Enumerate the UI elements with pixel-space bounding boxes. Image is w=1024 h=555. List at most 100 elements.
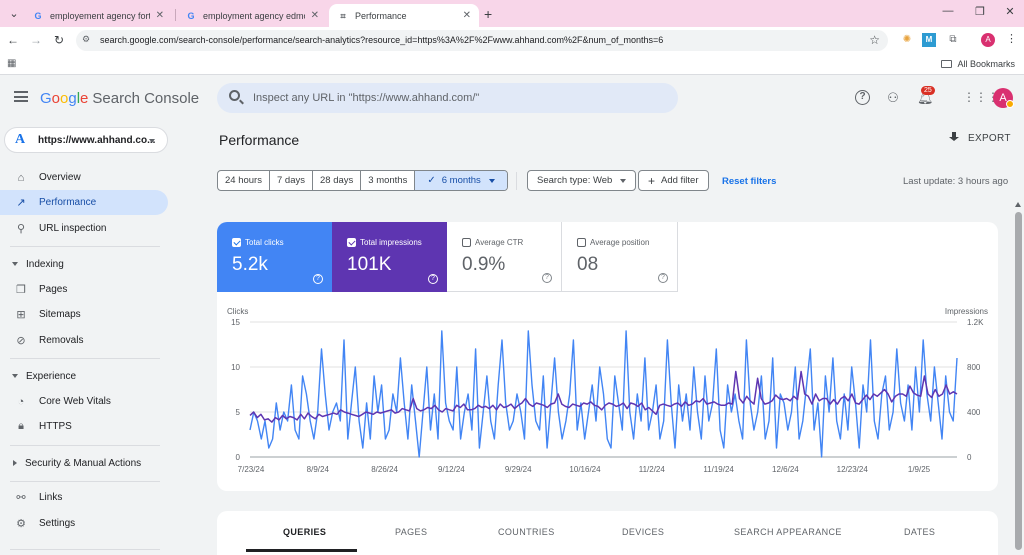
x-tick-label: 11/19/24 [703, 465, 734, 474]
page-title: Performance [219, 132, 300, 148]
main-menu-icon[interactable] [14, 91, 28, 102]
export-label: EXPORT [968, 132, 1011, 144]
close-tab-icon[interactable]: ✕ [155, 10, 164, 21]
extensions-puzzle-icon[interactable]: ⧉ [949, 34, 957, 45]
apps-grid-icon[interactable]: ▦ [7, 58, 17, 69]
gear-icon: ⚙ [16, 518, 26, 530]
property-selector[interactable]: A https://www.ahhand.co... [4, 127, 168, 153]
restore-icon[interactable]: ❐ [975, 6, 985, 18]
scrollbar-thumb[interactable] [1015, 212, 1022, 550]
add-filter-button[interactable]: + Add filter [638, 170, 709, 191]
tab-dates[interactable]: DATES [904, 527, 936, 537]
sidebar-item-settings[interactable]: ⚙ Settings [0, 511, 168, 536]
help-icon[interactable]: ? [855, 90, 870, 105]
x-tick-label: 10/16/24 [569, 465, 601, 474]
tab-devices[interactable]: DEVICES [622, 527, 665, 537]
browser-tab-2[interactable]: G employment agency edmonton ✕ [177, 4, 327, 27]
sidebar-section-indexing[interactable]: Indexing [0, 253, 168, 275]
info-icon[interactable]: ? [428, 274, 438, 284]
browser-profile-avatar[interactable]: A [981, 33, 995, 47]
browser-tab-3[interactable]: ⌗ Performance ✕ [329, 4, 479, 27]
trending-up-icon: ↗ [16, 197, 26, 209]
sidebar-item-label: Settings [39, 518, 76, 529]
range-24-hours[interactable]: 24 hours [218, 171, 270, 190]
sidebar-item-url-inspection[interactable]: ⚲ URL inspection [0, 216, 168, 241]
forward-icon[interactable]: → [30, 33, 42, 47]
info-icon[interactable]: ? [658, 273, 668, 283]
sidebar-item-overview[interactable]: ⌂ Overview [0, 165, 168, 190]
product-name: Search Console [92, 90, 200, 107]
metric-total-clicks[interactable]: Total clicks 5.2k ? [217, 222, 332, 292]
y-tick-right: 800 [967, 363, 981, 372]
sidebar-item-sitemaps[interactable]: ⊞ Sitemaps [0, 302, 168, 327]
sidebar-item-links[interactable]: ⚯ Links [0, 485, 168, 510]
google-apps-icon[interactable]: ⋮⋮⋮ [963, 90, 999, 104]
reload-icon[interactable]: ↻ [53, 33, 65, 47]
tab-search-icon[interactable]: ⌄ [9, 8, 19, 20]
export-button[interactable]: EXPORT [949, 132, 1011, 144]
close-window-icon[interactable]: ✕ [1005, 6, 1015, 18]
notification-count-badge: 25 [921, 86, 935, 95]
sidebar-item-removals[interactable]: ⊘ Removals [0, 328, 168, 353]
range-6-months[interactable]: ✓ 6 months [415, 171, 507, 190]
search-icon [229, 90, 240, 101]
address-bar[interactable]: ⚙ search.google.com/search-console/perfo… [76, 30, 888, 51]
y-tick-left: 10 [231, 363, 240, 372]
property-logo-icon: A [15, 132, 26, 147]
sidebar-item-https[interactable]: 🔒︎ HTTPS [0, 414, 168, 439]
all-bookmarks[interactable]: All Bookmarks [941, 59, 1015, 69]
info-icon[interactable]: ? [542, 273, 552, 283]
range-28-days[interactable]: 28 days [313, 171, 362, 190]
minimize-icon[interactable]: — [942, 5, 954, 17]
checkbox-checked-icon[interactable] [232, 238, 241, 247]
sidebar-item-pages[interactable]: ❐ Pages [0, 277, 168, 302]
range-3-months[interactable]: 3 months [361, 171, 416, 190]
sidebar-divider [10, 481, 160, 482]
extension-cookie-icon[interactable]: ✺ [902, 34, 912, 45]
reset-filters-link[interactable]: Reset filters [722, 176, 777, 187]
sidebar-section-security[interactable]: Security & Manual Actions [0, 452, 168, 474]
chevron-down-icon [488, 178, 495, 183]
tab-separator [175, 9, 176, 21]
new-tab-icon[interactable]: + [484, 6, 493, 22]
checkbox-unchecked-icon[interactable] [462, 238, 471, 247]
scroll-up-icon[interactable] [1015, 202, 1021, 207]
tab-queries[interactable]: QUERIES [283, 527, 327, 537]
sidebar-item-label: Overview [39, 172, 81, 183]
sidebar-item-label: Links [39, 492, 63, 503]
search-console-logo[interactable]: Google Search Console [40, 90, 199, 107]
metric-total-impressions[interactable]: Total impressions 101K ? [332, 222, 447, 292]
search-type-filter[interactable]: Search type: Web [527, 170, 637, 191]
sidebar-item-performance[interactable]: ↗ Performance [0, 190, 168, 215]
range-7-days[interactable]: 7 days [270, 171, 313, 190]
date-range-selector: 24 hours 7 days 28 days 3 months ✓ 6 mon… [217, 170, 508, 191]
metric-average-position[interactable]: Average position 08 ? [562, 222, 678, 292]
url-inspection-search[interactable] [217, 83, 678, 113]
info-icon[interactable]: ? [313, 274, 323, 284]
checkbox-checked-icon[interactable] [347, 238, 356, 247]
back-icon[interactable]: ← [7, 33, 19, 47]
close-tab-icon[interactable]: ✕ [310, 10, 319, 21]
y-axis-left-label: Clicks [227, 307, 248, 316]
bookmark-star-icon[interactable]: ☆ [869, 33, 880, 47]
active-tab-indicator [246, 549, 357, 552]
browser-tab-1[interactable]: G employement agency fort myers ✕ [24, 4, 172, 27]
last-update-text: Last update: 3 hours ago [903, 176, 1009, 187]
page-scrollbar[interactable] [1013, 200, 1024, 555]
inspect-url-input[interactable] [253, 89, 653, 107]
tab-search-appearance[interactable]: SEARCH APPEARANCE [734, 527, 842, 537]
metric-average-ctr[interactable]: Average CTR 0.9% ? [447, 222, 562, 292]
site-info-icon[interactable]: ⚙ [82, 34, 91, 44]
performance-line-chart[interactable]: Clicks Impressions 15 1.2K 10 800 5 400 0 0 7/23/2… [217, 302, 998, 482]
sidebar-item-core-web-vitals[interactable]: ◔ Core Web Vitals [0, 389, 168, 414]
sidebar-section-label: Security & Manual Actions [25, 457, 142, 469]
checkbox-unchecked-icon[interactable] [577, 238, 586, 247]
browser-menu-icon[interactable]: ⋮ [1006, 33, 1017, 45]
tab-pages[interactable]: PAGES [395, 527, 428, 537]
sidebar-section-experience[interactable]: Experience [0, 365, 168, 387]
extension-m-icon[interactable]: M [922, 33, 936, 47]
tab-countries[interactable]: COUNTRIES [498, 527, 555, 537]
manage-users-icon[interactable]: ⚇ [887, 90, 899, 105]
browser-tab-title: employement agency fort myers [50, 10, 150, 21]
close-tab-icon[interactable]: ✕ [462, 10, 471, 21]
